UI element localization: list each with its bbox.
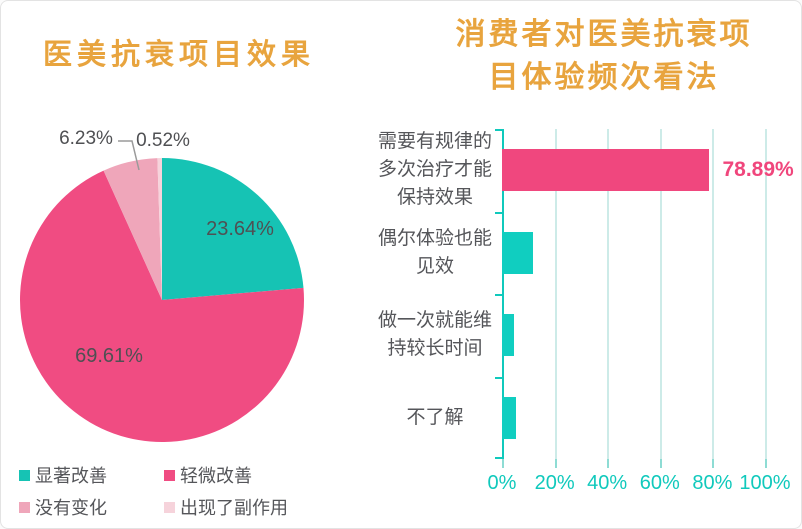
x-axis-label-0%: 0% (487, 472, 517, 494)
x-axis-label-80%: 80% (692, 472, 733, 494)
bar-plot-area: 0% 20% 40% 60% 80% 100% 78.89% (488, 129, 794, 494)
legend-label: 出现了副作用 (180, 498, 288, 518)
y-axis-tick (495, 376, 502, 379)
bar-category-label-3: 不了解 (406, 406, 464, 428)
pie-legend: 显著改善 轻微改善 没有变化 出现了副作用 (19, 462, 288, 520)
x-axis-tick (659, 459, 662, 468)
gridline-40% (607, 129, 610, 459)
x-axis-tick (712, 459, 715, 468)
pie-value-label-slight: 69.61% (75, 345, 143, 367)
x-axis-label-60%: 60% (639, 472, 680, 494)
legend-label: 没有变化 (35, 498, 107, 518)
y-axis-tick (495, 294, 502, 296)
pie-value-label-significant: 23.64% (206, 218, 274, 240)
bar-category-label-1: 偶尔体验也能 见效 (377, 227, 492, 277)
y-axis-line (502, 129, 504, 459)
bar-category-labels: 需要有规律的 多次治疗才能 保持效果偶尔体验也能 见效 做一次就能维 持较长时间不… (377, 129, 493, 459)
x-axis-tick (607, 459, 610, 468)
legend-swatch-teal-icon (19, 469, 30, 481)
legend-item-no-change: 没有变化 (19, 494, 164, 520)
x-axis-tick (765, 459, 767, 468)
y-axis-tick (495, 129, 502, 131)
gridline-60% (659, 129, 662, 459)
x-axis-label-100%: 100% (739, 472, 791, 494)
pie-slice-0 (162, 158, 304, 300)
legend-item-significant: 显著改善 (19, 462, 164, 488)
pie-value-label-side-effects: 0.52% (136, 130, 190, 151)
pie-chart-title: 医美抗衰项目效果 (42, 39, 315, 71)
pie-value-label-no-change: 6.23% (59, 128, 113, 149)
bar-1 (502, 231, 534, 274)
legend-label: 轻微改善 (180, 466, 252, 486)
y-axis-tick (495, 211, 502, 214)
legend-item-side-effects: 出现了副作用 (164, 494, 288, 520)
bar-2 (502, 314, 515, 357)
x-axis-label-40%: 40% (587, 472, 628, 494)
gridline-80% (712, 129, 715, 459)
pie-leader-line (118, 140, 140, 171)
pie-slice-1 (19, 170, 305, 442)
legend-item-slight: 轻微改善 (164, 462, 288, 488)
y-axis-tick (495, 457, 502, 459)
bar-category-label-0: 需要有规律的 多次治疗才能 保持效果 (377, 131, 492, 209)
bar-0 (502, 149, 710, 192)
gridline-20% (554, 129, 557, 459)
x-axis-tick (554, 459, 557, 468)
pie-slice-3 (157, 158, 162, 300)
bar-chart-title: 消费者对医美抗衰项 目体验频次看法 (407, 13, 801, 99)
x-axis-tick (502, 459, 504, 468)
bar-3 (502, 396, 516, 439)
bar-category-label-2: 做一次就能维 持较长时间 (377, 310, 492, 360)
legend-swatch-dusty-pink-icon (19, 501, 30, 513)
legend-swatch-magenta-icon (164, 469, 175, 481)
x-axis-label-20%: 20% (534, 472, 575, 494)
pie-chart (19, 158, 305, 442)
legend-label: 显著改善 (35, 466, 107, 486)
bar-chart-title-line1: 消费者对医美抗衰项 (455, 18, 753, 51)
legend-swatch-light-pink-icon (164, 501, 175, 513)
pie-slice-2 (103, 158, 162, 300)
bar-chart-title-line2: 目体验频次看法 (488, 61, 720, 94)
bar-value-label-0: 78.89% (722, 158, 794, 182)
gridline-100% (765, 129, 767, 459)
